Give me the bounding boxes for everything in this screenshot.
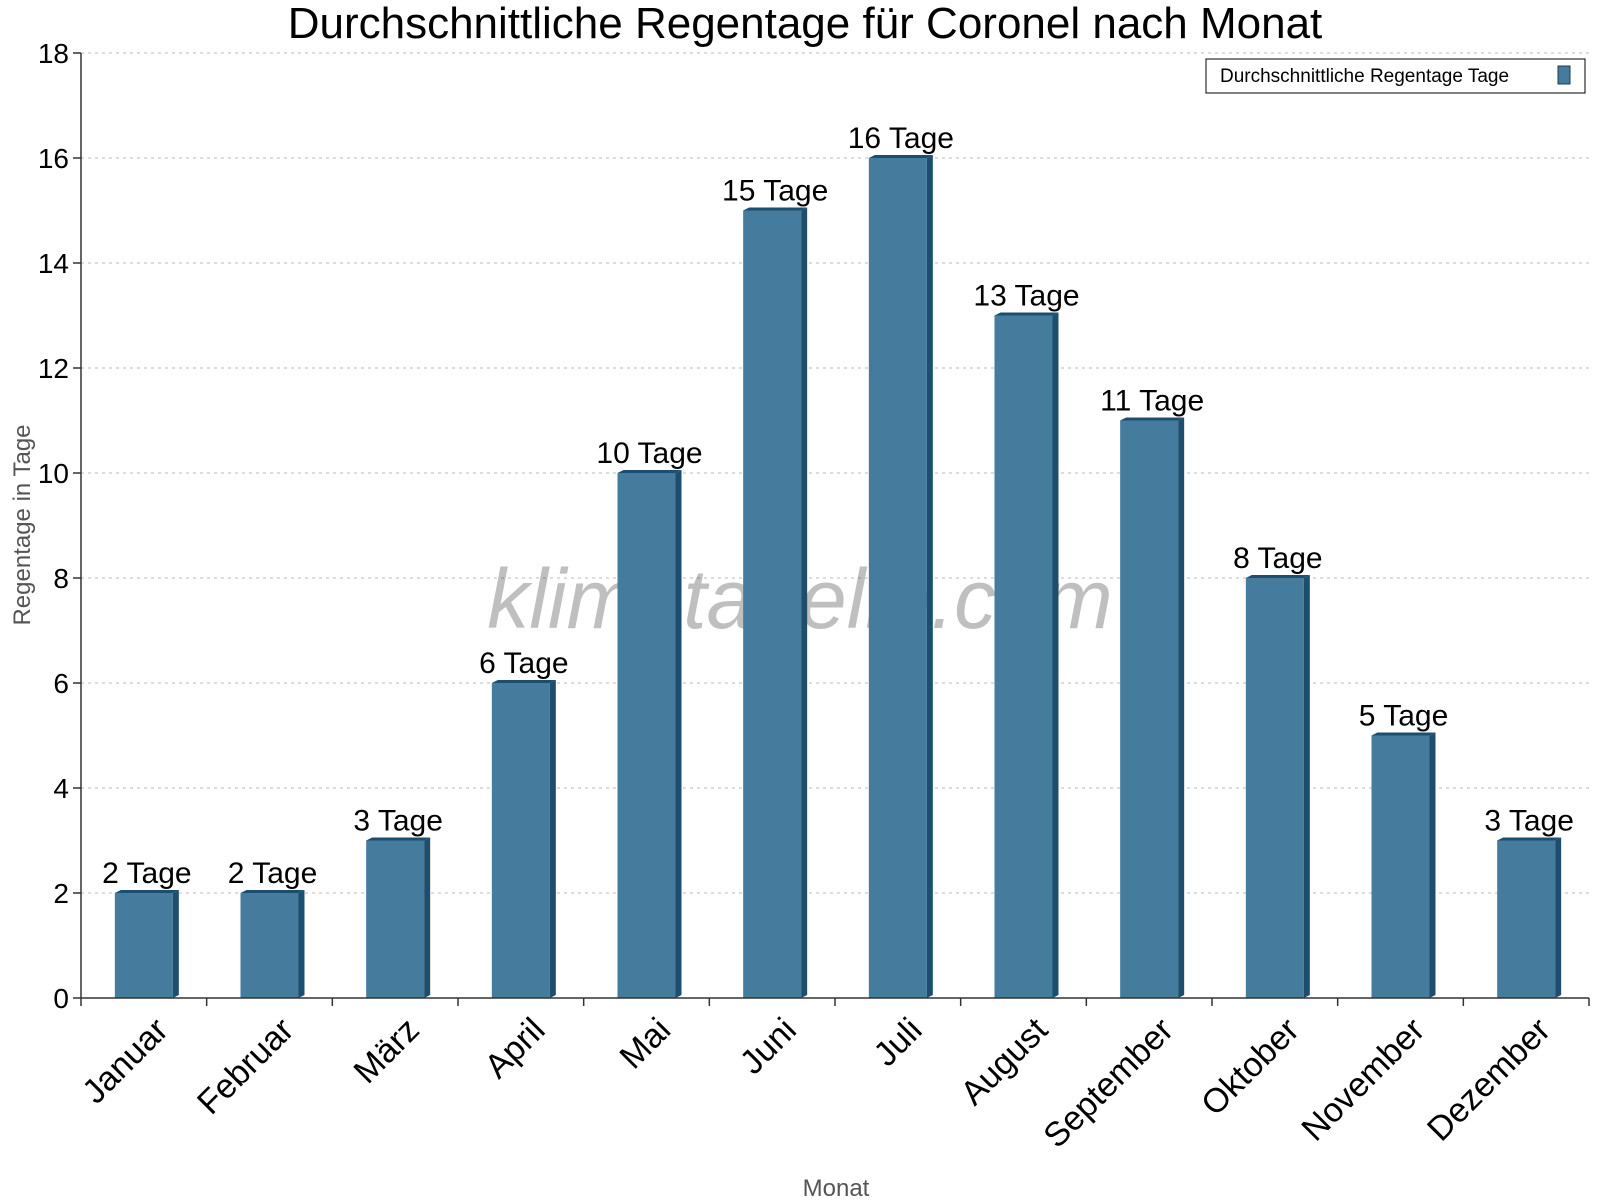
bar-februar (240, 890, 305, 998)
bar-side (1303, 575, 1310, 998)
bar-side (1052, 312, 1059, 998)
bar-side (1178, 417, 1185, 998)
y-ticks-group: 0 2 4 6 8 10 12 14 16 18 (38, 38, 81, 1014)
bar-front (868, 158, 927, 998)
x-ticks-group: Januar Februar März April Mai Juni Juli AugustS… (75, 998, 1590, 1155)
bar-front (994, 315, 1053, 998)
bar-side (926, 155, 933, 998)
grid-lines (81, 52, 1589, 894)
y-tick-label: 4 (53, 773, 69, 804)
bar-top (868, 155, 933, 158)
y-tick-label: 10 (38, 458, 69, 489)
x-tick-label: Dezember (1420, 1011, 1558, 1149)
bar-top (994, 312, 1059, 316)
x-tick-label: März (347, 1011, 427, 1091)
data-label: 10 Tage (596, 437, 702, 470)
y-tick-label: 18 (38, 38, 69, 69)
x-tick-label: Juni (733, 1011, 804, 1082)
data-label: 2 Tage (102, 857, 192, 890)
bar-top (491, 680, 556, 683)
bar-side (1429, 732, 1436, 998)
bar-top (1120, 417, 1185, 421)
bar-august (994, 312, 1059, 998)
x-tick-label: April (478, 1011, 553, 1086)
bar-mai (617, 470, 682, 998)
data-label: 3 Tage (1484, 805, 1574, 838)
bar-front (1371, 735, 1430, 998)
bar-side (172, 890, 179, 998)
bar-side (298, 890, 305, 998)
bar-front (1120, 420, 1179, 998)
bar-top (1245, 575, 1310, 578)
x-tick-label: Juli (867, 1011, 930, 1074)
bar-top (743, 207, 808, 211)
bar-front (617, 473, 676, 998)
x-tick-label: Oktober (1194, 1011, 1306, 1123)
bar-top (617, 470, 682, 473)
x-tick-label: Februar (190, 1011, 301, 1122)
data-label: 2 Tage (228, 857, 318, 890)
y-tick-label: 14 (38, 248, 69, 279)
bar-side (801, 207, 808, 998)
data-label: 5 Tage (1359, 700, 1449, 733)
y-tick-label: 12 (38, 353, 69, 384)
bar-april (491, 680, 556, 998)
bar-juli (868, 155, 933, 998)
bars-group (114, 155, 1562, 998)
bar-top (114, 890, 179, 893)
bar-front (743, 210, 802, 998)
bar-top (240, 890, 305, 893)
legend-box (1205, 58, 1586, 94)
bar-front (1245, 578, 1304, 998)
data-label: 15 Tage (722, 175, 828, 208)
data-labels-group: 2 Tage 2 Tage 3 Tage 6 Tage 10 Tage 15 Tage 16… (102, 122, 1574, 890)
y-tick-label: 6 (53, 668, 69, 699)
x-tick-label: November (1294, 1011, 1432, 1149)
bar-side (549, 680, 556, 998)
bar-oktober (1245, 575, 1310, 998)
data-label: 3 Tage (353, 805, 443, 838)
chart-title: Durchschnittliche Regentage für Coronel … (288, 0, 1323, 48)
bar-juni (743, 207, 808, 998)
bar-top (1371, 732, 1436, 736)
legend-swatch (1557, 65, 1571, 85)
bar-november (1371, 732, 1436, 998)
x-tick-label: Mai (613, 1011, 679, 1077)
y-tick-label: 16 (38, 143, 69, 174)
bar-januar (114, 890, 179, 998)
bar-top (366, 837, 431, 841)
y-tick-label: 8 (53, 563, 69, 594)
bar-side (1555, 837, 1562, 998)
data-label: 6 Tage (479, 647, 569, 680)
y-tick-label: 0 (53, 983, 69, 1014)
x-tick-label: August (953, 1010, 1055, 1112)
data-label: 8 Tage (1233, 542, 1323, 575)
x-tick-label: September (1036, 1011, 1180, 1155)
bar-september (1120, 417, 1185, 998)
data-label: 16 Tage (848, 122, 954, 155)
bar-front (1497, 840, 1556, 998)
data-label: 13 Tage (973, 280, 1079, 313)
bar-side (424, 837, 431, 998)
legend: Durchschnittliche Regentage Tage (1205, 58, 1586, 94)
y-axis-title: Regentage in Tage (9, 424, 36, 625)
bar-front (491, 683, 550, 998)
legend-label: Durchschnittliche Regentage Tage (1220, 66, 1509, 87)
bar-front (366, 840, 425, 998)
x-axis-title: Monat (803, 1175, 870, 1200)
bar-side (675, 470, 682, 998)
y-tick-label: 2 (53, 878, 69, 909)
data-label: 11 Tage (1100, 385, 1204, 418)
bar-top (1497, 837, 1562, 841)
bar-märz (366, 837, 431, 998)
bar-dezember (1497, 837, 1562, 998)
bar-front (114, 893, 173, 998)
bar-front (240, 893, 299, 998)
x-tick-label: Januar (75, 1011, 175, 1111)
